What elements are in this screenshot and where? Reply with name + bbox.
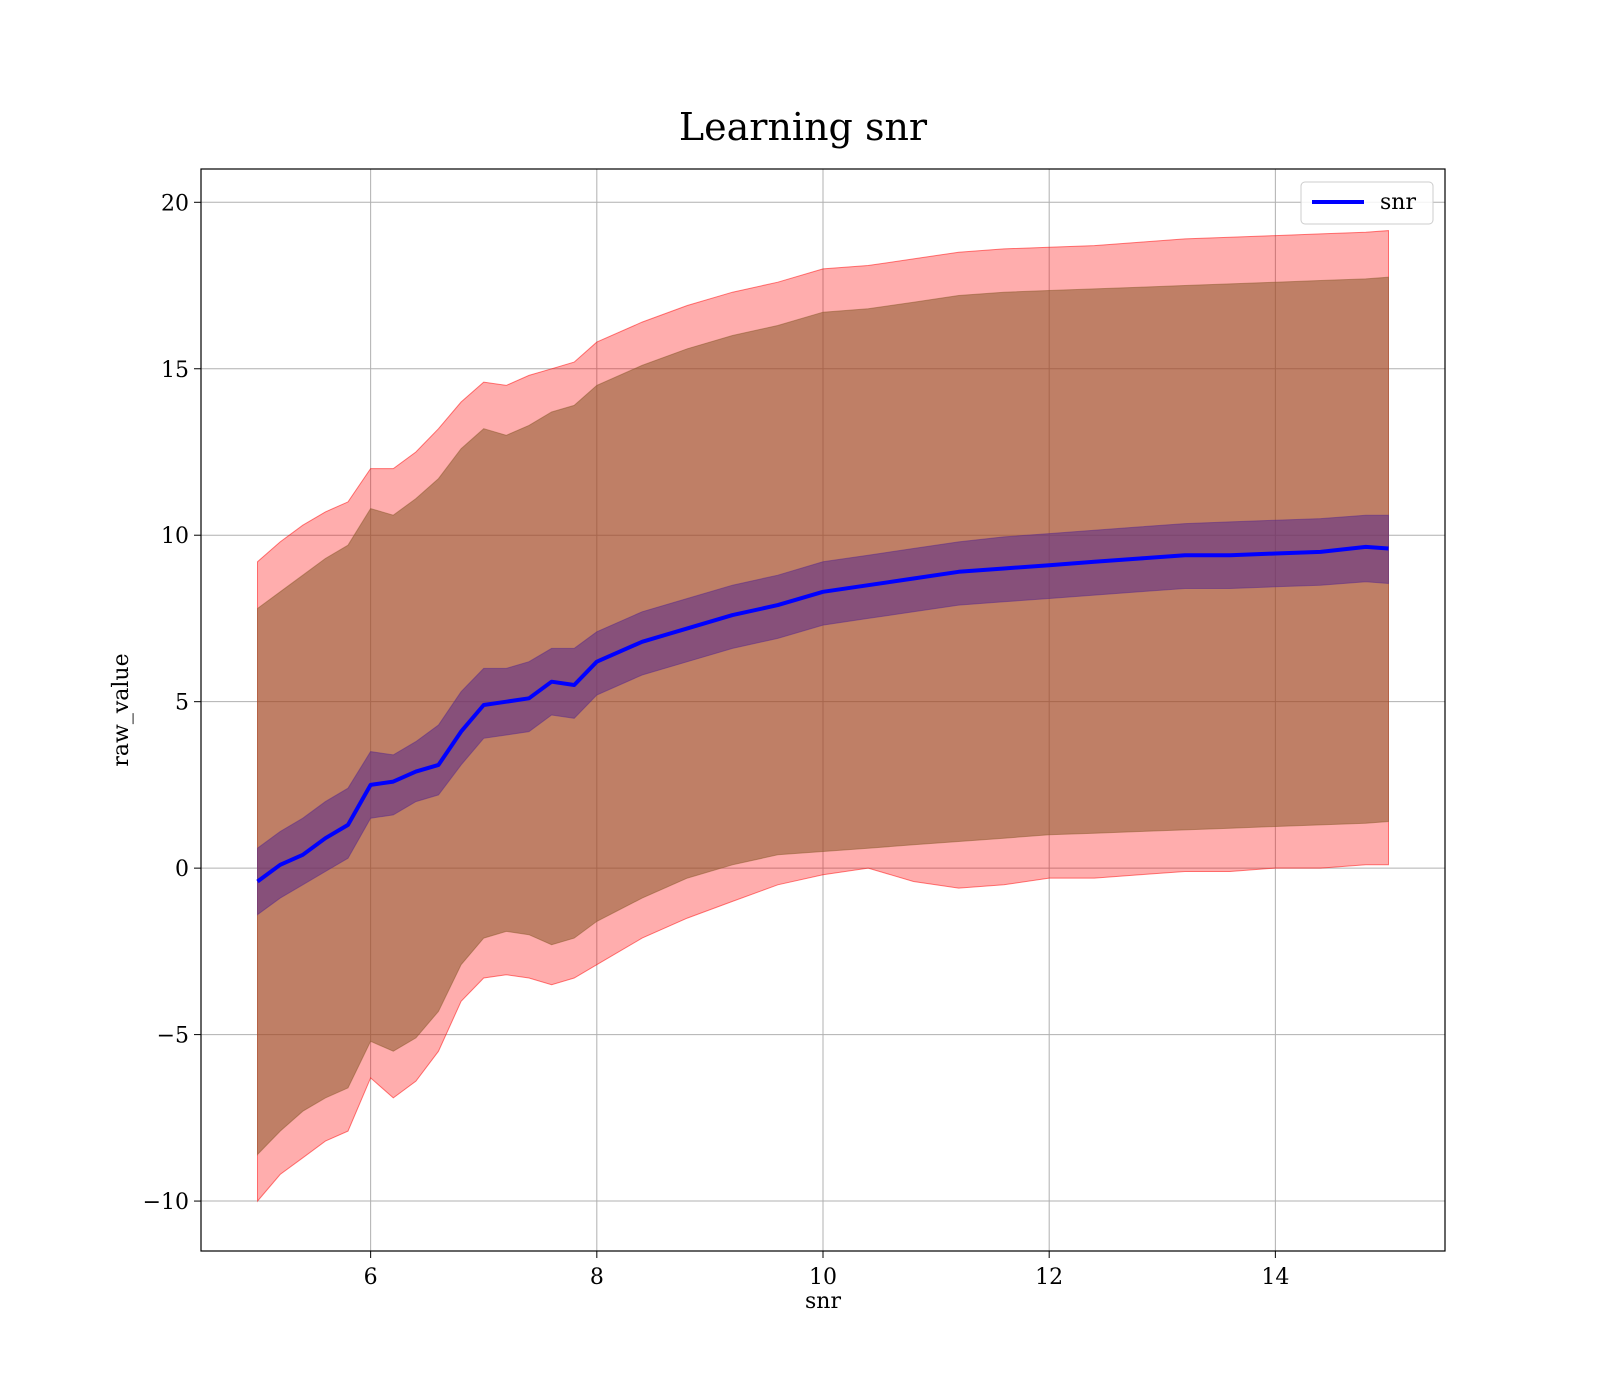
x-tick-label: 8 bbox=[590, 1265, 604, 1290]
x-axis-label: snr bbox=[805, 1289, 841, 1314]
legend-label-snr: snr bbox=[1380, 190, 1416, 215]
band-middle bbox=[257, 276, 1389, 1156]
legend-box bbox=[1300, 181, 1434, 225]
y-tick-label: −10 bbox=[143, 1190, 189, 1215]
y-axis-label: raw_value bbox=[109, 653, 134, 766]
series-line-snr bbox=[256, 544, 1389, 884]
x-tick-label: 14 bbox=[1261, 1265, 1289, 1290]
chart-title: Learning snr bbox=[679, 105, 928, 149]
y-axis-ticks: −10 −5 0 5 10 15 20 bbox=[143, 191, 201, 1215]
x-tick-label: 6 bbox=[364, 1265, 378, 1290]
y-tick-label: 10 bbox=[161, 524, 189, 549]
legend: snr bbox=[1300, 181, 1434, 225]
y-tick-label: 20 bbox=[161, 191, 189, 216]
y-tick-label: 15 bbox=[161, 358, 189, 383]
x-tick-label: 12 bbox=[1035, 1265, 1063, 1290]
series-lines bbox=[256, 544, 1389, 884]
y-tick-label: −5 bbox=[157, 1024, 189, 1049]
x-tick-label: 10 bbox=[809, 1265, 837, 1290]
y-tick-label: 0 bbox=[175, 857, 189, 882]
x-axis-ticks: 6 8 10 12 14 bbox=[364, 1251, 1289, 1290]
y-tick-label: 5 bbox=[175, 691, 189, 716]
